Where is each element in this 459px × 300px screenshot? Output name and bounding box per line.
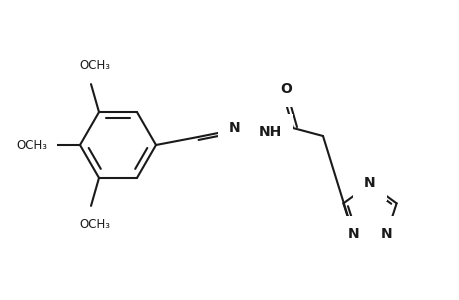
Text: NH: NH xyxy=(258,125,281,139)
Text: N: N xyxy=(364,176,375,190)
Text: N: N xyxy=(380,227,392,241)
Text: OCH₃: OCH₃ xyxy=(79,59,110,72)
Text: N: N xyxy=(347,227,358,241)
Text: O: O xyxy=(280,82,291,96)
Text: OCH₃: OCH₃ xyxy=(79,218,110,231)
Text: OCH₃: OCH₃ xyxy=(17,139,47,152)
Text: N: N xyxy=(229,121,241,135)
